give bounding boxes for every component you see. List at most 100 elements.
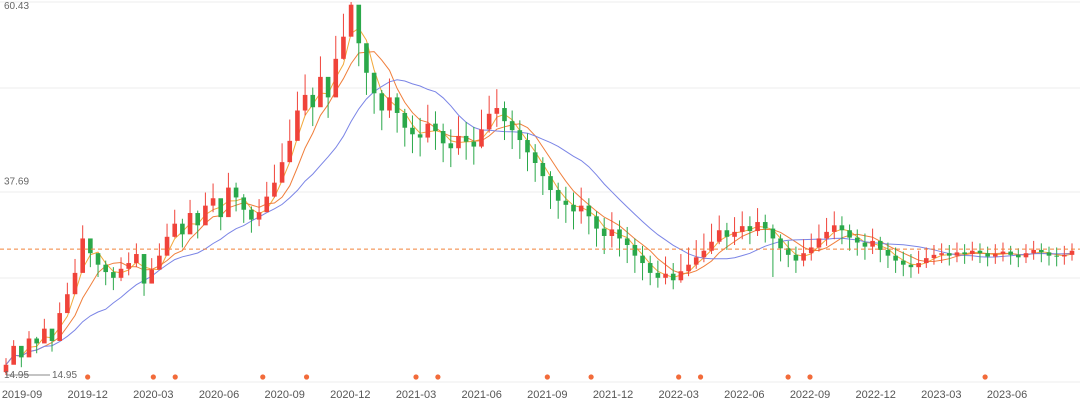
y-tick-label: 60.43 <box>4 1 29 12</box>
x-tick-label: 2023-03 <box>921 389 961 401</box>
candle-body <box>655 272 661 278</box>
candle-body <box>80 238 85 273</box>
candle-body <box>95 253 101 265</box>
candle-body <box>111 272 116 278</box>
candle-body <box>172 223 178 237</box>
candle-body <box>647 263 653 273</box>
x-tick-label: 2022-09 <box>790 389 830 401</box>
signal-marker-dot <box>785 374 791 380</box>
candle-body <box>448 143 454 149</box>
candle-body <box>440 131 446 144</box>
candle-body <box>732 231 737 237</box>
candle-body <box>640 255 645 264</box>
candle-body <box>946 253 952 256</box>
candle-body <box>923 258 929 264</box>
candle-body <box>517 130 523 141</box>
candle-body <box>42 328 47 344</box>
candle-body <box>26 338 32 358</box>
candle-body <box>970 250 975 255</box>
candle-body <box>203 205 208 226</box>
ma-long-line <box>5 79 1073 366</box>
candle-body <box>433 123 438 132</box>
candle-body <box>793 254 799 261</box>
signal-marker-dot <box>982 374 988 380</box>
candle-body <box>548 176 553 191</box>
candle-body <box>256 212 262 220</box>
candle-body <box>954 252 960 256</box>
candle-body <box>318 76 323 108</box>
candle-body <box>555 190 561 201</box>
candle-body <box>716 230 722 242</box>
candle-body <box>279 162 285 183</box>
candle-body <box>854 237 860 243</box>
x-tick-label: 2022-03 <box>658 389 698 401</box>
candle-body <box>808 247 814 254</box>
candle-body <box>862 242 868 247</box>
signal-marker-dot <box>697 374 704 380</box>
candle-body <box>218 198 224 218</box>
candle-body <box>287 140 293 163</box>
candle-body <box>563 200 569 205</box>
candle-body <box>686 264 691 272</box>
y-tick-label: 14.95 <box>4 370 29 381</box>
candle-body <box>985 253 990 257</box>
candle-body <box>241 197 247 210</box>
candle-body <box>939 253 944 255</box>
signal-marker-dot <box>435 374 441 380</box>
candle-body <box>594 216 599 229</box>
signal-marker-dot <box>85 374 91 380</box>
candle-body <box>88 238 93 254</box>
candle-body <box>11 345 16 365</box>
candle-body <box>134 254 139 264</box>
candle-body <box>502 108 507 122</box>
x-tick-label: 2020-03 <box>133 389 173 401</box>
candle-body <box>34 338 39 344</box>
candle-body <box>164 236 170 256</box>
x-tick-label: 2021-03 <box>396 389 436 401</box>
candle-body <box>425 123 431 138</box>
candle-body <box>1008 251 1013 255</box>
candle-body <box>762 222 768 229</box>
candle-body <box>149 269 155 284</box>
candle-body <box>847 230 852 238</box>
candle-body <box>302 94 308 111</box>
candle-body <box>272 182 277 197</box>
x-tick-label: 2021-06 <box>461 389 501 401</box>
candle-body <box>456 135 461 149</box>
candle-body <box>609 229 615 236</box>
x-tick-label: 2023-06 <box>987 389 1027 401</box>
moving-average-lines <box>5 27 1073 366</box>
x-tick-label: 2022-12 <box>855 389 895 401</box>
candle-body <box>785 248 791 255</box>
candle-body <box>126 263 132 269</box>
candle-body <box>379 93 385 111</box>
candle-body <box>417 134 423 138</box>
x-tick-label: 2019-09 <box>2 389 42 401</box>
signal-marker-dot <box>588 374 594 380</box>
candle-body <box>540 162 546 177</box>
candle-body <box>778 238 783 249</box>
signal-marker-dot <box>676 374 682 380</box>
candle-body <box>341 36 346 59</box>
candle-body <box>210 198 216 206</box>
candle-body <box>72 272 78 295</box>
candle-body <box>310 94 316 108</box>
candle-body <box>670 273 676 281</box>
signal-marker-dot <box>172 374 178 380</box>
candle-body <box>1046 252 1052 256</box>
x-tick-label: 2021-12 <box>593 389 633 401</box>
candle-body <box>1039 249 1044 253</box>
candles <box>3 2 1075 375</box>
candle-body <box>463 135 469 142</box>
grid-lines <box>0 1 1080 383</box>
candle-body <box>1054 255 1059 257</box>
candle-body <box>747 226 753 232</box>
candle-body <box>387 97 392 111</box>
candle-body <box>900 260 906 265</box>
candle-body <box>333 58 339 98</box>
candle-body <box>993 254 998 257</box>
candle-body <box>394 97 400 113</box>
candle-body <box>916 263 921 268</box>
signal-marker-dot <box>807 374 813 380</box>
